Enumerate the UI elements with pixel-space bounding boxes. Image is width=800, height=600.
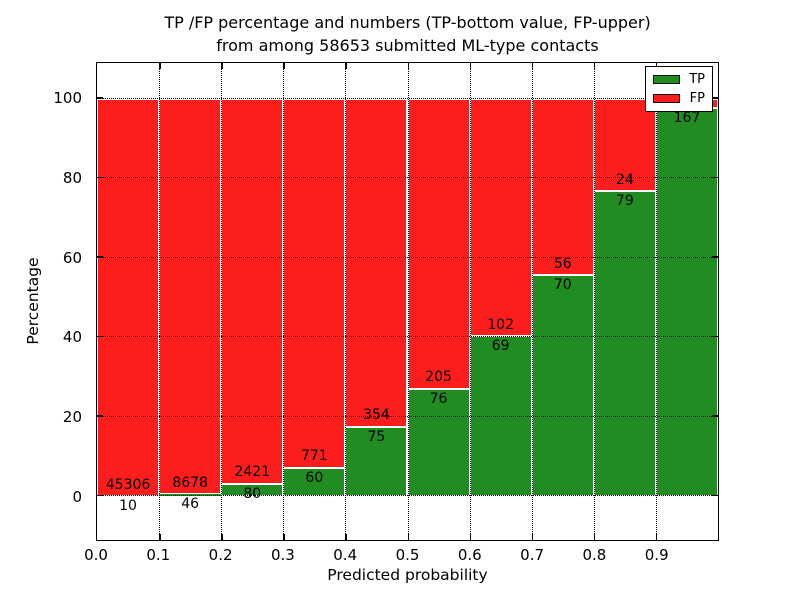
y-tick-label: 40 (62, 328, 82, 347)
y-tick (712, 97, 718, 99)
fp-bar-segment (159, 98, 222, 495)
fp-bar-segment (345, 98, 408, 427)
tp-bar-segment (531, 275, 594, 497)
x-tick-label: 0.2 (208, 546, 233, 564)
plot-area: 45306 10 8678 46 2421 80 771 60 354 75 205 76 102 69 5… (96, 62, 719, 541)
x-tick-label: 0.7 (520, 546, 545, 564)
y-tick (712, 176, 718, 179)
y-gridline (97, 336, 718, 338)
legend-swatch-fp (653, 93, 680, 103)
x-tick-label: 0.9 (644, 546, 669, 564)
legend-label-fp: FP (689, 90, 705, 106)
y-tick-label: 60 (62, 248, 82, 267)
x-tick-label: 0.0 (84, 546, 108, 564)
y-tick (97, 335, 103, 338)
x-gridline (345, 63, 347, 540)
y-tick-label: 20 (62, 408, 82, 427)
x-gridline (283, 63, 285, 540)
x-tick (345, 63, 347, 69)
y-gridline (97, 415, 718, 417)
y-axis-tick-labels: 0 20 40 60 80 100 (0, 62, 88, 541)
y-tick (97, 415, 103, 417)
x-axis-label: Predicted probability (327, 566, 488, 584)
y-tick (97, 494, 103, 497)
x-tick (407, 63, 409, 69)
x-tick (221, 63, 223, 69)
tp-bar-segment (159, 494, 222, 497)
x-tick (283, 534, 285, 540)
fp-bar-segment (469, 98, 532, 336)
x-tick (531, 63, 534, 69)
tp-bar-segment (655, 108, 718, 497)
fp-bar-segment (593, 98, 656, 192)
fp-bar-segment (97, 98, 160, 497)
x-tick (159, 63, 161, 69)
x-gridline (159, 63, 161, 540)
y-tick-label: 80 (62, 168, 82, 187)
legend-swatch-tp (653, 75, 680, 85)
y-tick-label: 100 (53, 88, 82, 107)
y-gridline (97, 256, 718, 258)
x-tick (469, 63, 472, 69)
fp-bar-segment (407, 98, 470, 389)
x-gridline (655, 63, 657, 540)
y-gridline (97, 177, 718, 179)
y-tick (712, 415, 718, 417)
ticks-layer (97, 63, 718, 540)
y-gridline (97, 495, 718, 497)
gridlines-layer (97, 63, 718, 540)
bars-layer (97, 63, 718, 540)
y-tick (712, 256, 718, 258)
y-tick (712, 335, 718, 338)
x-axis-tick-labels: 0.0 0.1 0.2 0.3 0.4 0.5 0.6 0.7 0.8 0.9 (84, 546, 719, 566)
x-gridline (407, 63, 409, 540)
y-tick (97, 256, 103, 258)
x-tick-label: 0.5 (395, 546, 420, 564)
x-tick (283, 63, 285, 69)
y-tick (712, 494, 718, 497)
x-gridline (221, 63, 223, 540)
x-gridline (593, 63, 595, 540)
x-tick (469, 534, 472, 540)
fp-bar-segment (283, 98, 346, 468)
y-tick (97, 97, 103, 99)
x-tick-label: 0.6 (457, 546, 482, 564)
x-tick (655, 534, 658, 540)
y-tick (97, 176, 103, 179)
legend-item-fp: FP (653, 91, 705, 106)
chart-title-line-2: from among 58653 submitted ML-type conta… (216, 36, 599, 56)
x-gridline (531, 63, 533, 540)
chart-title: TP /FP percentage and numbers (TP-bottom… (96, 11, 719, 57)
x-tick-label: 0.8 (582, 546, 607, 564)
x-tick (593, 63, 596, 69)
y-axis-label: Percentage (24, 257, 42, 345)
x-tick-label: 0.1 (146, 546, 171, 564)
x-tick (345, 534, 347, 540)
x-tick-label: 0.3 (270, 546, 295, 564)
x-tick (531, 534, 534, 540)
chart-title-line-1: TP /FP percentage and numbers (TP-bottom… (164, 13, 651, 32)
x-tick (159, 534, 161, 540)
legend: TP FP (645, 66, 713, 112)
x-tick (593, 534, 596, 540)
y-gridline (97, 97, 718, 99)
legend-label-tp: TP (689, 72, 705, 88)
x-tick (407, 534, 409, 540)
x-tick (221, 534, 223, 540)
legend-item-tp: TP (653, 72, 705, 87)
x-tick-label: 0.4 (333, 546, 358, 564)
y-tick-label: 0 (72, 488, 82, 507)
x-gridline (469, 63, 471, 540)
